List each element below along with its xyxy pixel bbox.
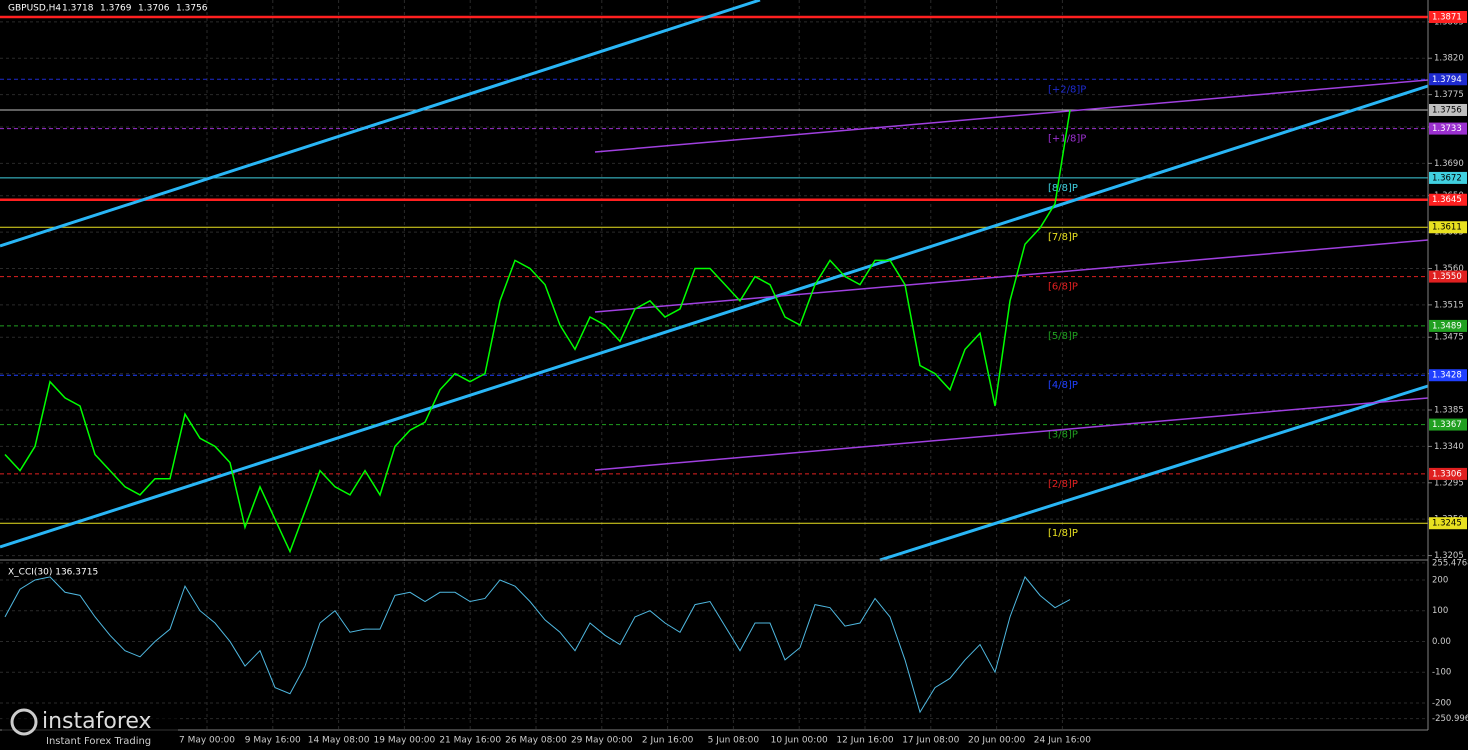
ohlc-value: 1.3706 bbox=[138, 4, 170, 14]
axis: 1.32051.32501.32951.33401.33851.34301.34… bbox=[179, 10, 1468, 746]
ohlc-value: 1.3756 bbox=[176, 4, 208, 14]
y-tick-label: 1.3560 bbox=[1434, 264, 1464, 274]
x-tick-label: 29 May 00:00 bbox=[571, 736, 633, 746]
regression-lines bbox=[594, 79, 1429, 471]
level-price-box bbox=[1429, 517, 1467, 530]
trend-line bbox=[0, 0, 761, 248]
symbol: GBPUSD,H4 bbox=[8, 4, 61, 14]
murray-label: [+2/8]P bbox=[1048, 84, 1086, 95]
level-price-box bbox=[1429, 10, 1467, 23]
level-price-box bbox=[1429, 418, 1467, 431]
x-tick-label: 9 May 16:00 bbox=[245, 736, 301, 746]
y-tick-label: 1.3385 bbox=[1434, 406, 1464, 416]
indicator-line bbox=[4, 575, 1071, 714]
y-tick-label: 1.3515 bbox=[1434, 300, 1464, 310]
x-tick-label: 20 Jun 00:00 bbox=[968, 736, 1025, 746]
trend-line bbox=[879, 384, 1429, 562]
y-tick-label: 1.3205 bbox=[1434, 551, 1464, 561]
ohlc-value: 1.3769 bbox=[100, 4, 132, 14]
price-line bbox=[4, 109, 1071, 554]
level-price-box bbox=[1429, 193, 1467, 206]
levels: [+2/8]P [+1/8]P [8/8]P [7/8]P [6/8]P [5/8]P [4… bbox=[0, 15, 1428, 539]
ohlc-value: 1.3718 bbox=[62, 4, 94, 14]
level-price-label: 1.3367 bbox=[1432, 420, 1462, 430]
level-price-box bbox=[1429, 122, 1467, 135]
murray-label: [2/8]P bbox=[1048, 479, 1078, 490]
x-tick-label: 5 Jun 08:00 bbox=[708, 736, 760, 746]
murray-label: [8/8]P bbox=[1048, 183, 1078, 194]
x-tick-label: 10 Jun 00:00 bbox=[771, 736, 828, 746]
level-price-box bbox=[1429, 103, 1467, 116]
level-price-box bbox=[1429, 369, 1467, 382]
trend-lines bbox=[0, 0, 1429, 562]
indicator-tick-label: 100 bbox=[1432, 606, 1448, 616]
level-price-label: 1.3611 bbox=[1432, 223, 1462, 233]
y-tick-label: 1.3475 bbox=[1434, 333, 1464, 343]
indicator-tick-label: -100 bbox=[1432, 668, 1451, 678]
y-tick-label: 1.3690 bbox=[1434, 159, 1464, 169]
x-tick-label: 7 May 00:00 bbox=[179, 736, 235, 746]
x-tick-label: 14 May 08:00 bbox=[308, 736, 370, 746]
murray-label: [6/8]P bbox=[1048, 282, 1078, 293]
level-price-label: 1.3550 bbox=[1432, 272, 1462, 282]
x-tick-label: 12 Jun 16:00 bbox=[836, 736, 893, 746]
watermark-brand: instaforex bbox=[42, 709, 152, 734]
murray-label: [5/8]P bbox=[1048, 331, 1078, 342]
trend-line bbox=[0, 84, 1429, 549]
murray-label: [3/8]P bbox=[1048, 430, 1078, 441]
regression-line bbox=[594, 239, 1429, 313]
level-price-label: 1.3428 bbox=[1432, 371, 1462, 381]
indicator-tick-label: 0.00 bbox=[1432, 637, 1451, 647]
regression-line bbox=[594, 79, 1429, 153]
x-tick-label: 19 May 00:00 bbox=[374, 736, 436, 746]
x-tick-label: 2 Jun 16:00 bbox=[642, 736, 694, 746]
murray-label: [1/8]P bbox=[1048, 528, 1078, 539]
level-price-box bbox=[1429, 171, 1467, 184]
level-price-label: 1.3733 bbox=[1432, 124, 1462, 134]
indicator-title: X_CCI(30) 136.3715 bbox=[8, 568, 98, 578]
x-tick-label: 17 Jun 08:00 bbox=[902, 736, 959, 746]
indicator-tick-label: -200 bbox=[1432, 698, 1451, 708]
level-price-label: 1.3794 bbox=[1432, 75, 1462, 85]
level-price-box bbox=[1429, 319, 1467, 332]
indicator-tick-label: -250.996 bbox=[1432, 714, 1468, 724]
x-tick-label: 21 May 16:00 bbox=[439, 736, 501, 746]
level-price-box bbox=[1429, 467, 1467, 480]
murray-label: [+1/8]P bbox=[1048, 134, 1086, 145]
murray-label: [4/8]P bbox=[1048, 380, 1078, 391]
y-tick-label: 1.3295 bbox=[1434, 478, 1464, 488]
level-price-label: 1.3489 bbox=[1432, 321, 1462, 331]
x-tick-label: 26 May 08:00 bbox=[505, 736, 567, 746]
level-price-label: 1.3672 bbox=[1432, 173, 1462, 183]
level-price-label: 1.3306 bbox=[1432, 469, 1462, 479]
x-tick-label: 24 Jun 16:00 bbox=[1034, 736, 1091, 746]
level-price-box bbox=[1429, 221, 1467, 234]
level-price-box bbox=[1429, 270, 1467, 283]
murray-label: [7/8]P bbox=[1048, 232, 1078, 243]
watermark-logo bbox=[10, 708, 38, 736]
level-price-label: 1.3645 bbox=[1432, 195, 1462, 205]
y-tick-label: 1.3820 bbox=[1434, 54, 1464, 64]
indicator-tick-label: 200 bbox=[1432, 575, 1448, 585]
y-tick-label: 1.3775 bbox=[1434, 90, 1464, 100]
watermark: instaforex Instant Forex Trading bbox=[2, 706, 178, 748]
indicator-tick-label: 255.4768 bbox=[1432, 558, 1468, 568]
y-tick-label: 1.3340 bbox=[1434, 442, 1464, 452]
level-price-label: 1.3756 bbox=[1432, 105, 1462, 115]
plot bbox=[4, 109, 1071, 714]
level-price-box bbox=[1429, 73, 1467, 86]
watermark-tagline: Instant Forex Trading bbox=[46, 736, 151, 747]
level-price-label: 1.3245 bbox=[1432, 519, 1462, 529]
regression-line bbox=[594, 397, 1429, 471]
level-price-label: 1.3871 bbox=[1432, 12, 1462, 22]
